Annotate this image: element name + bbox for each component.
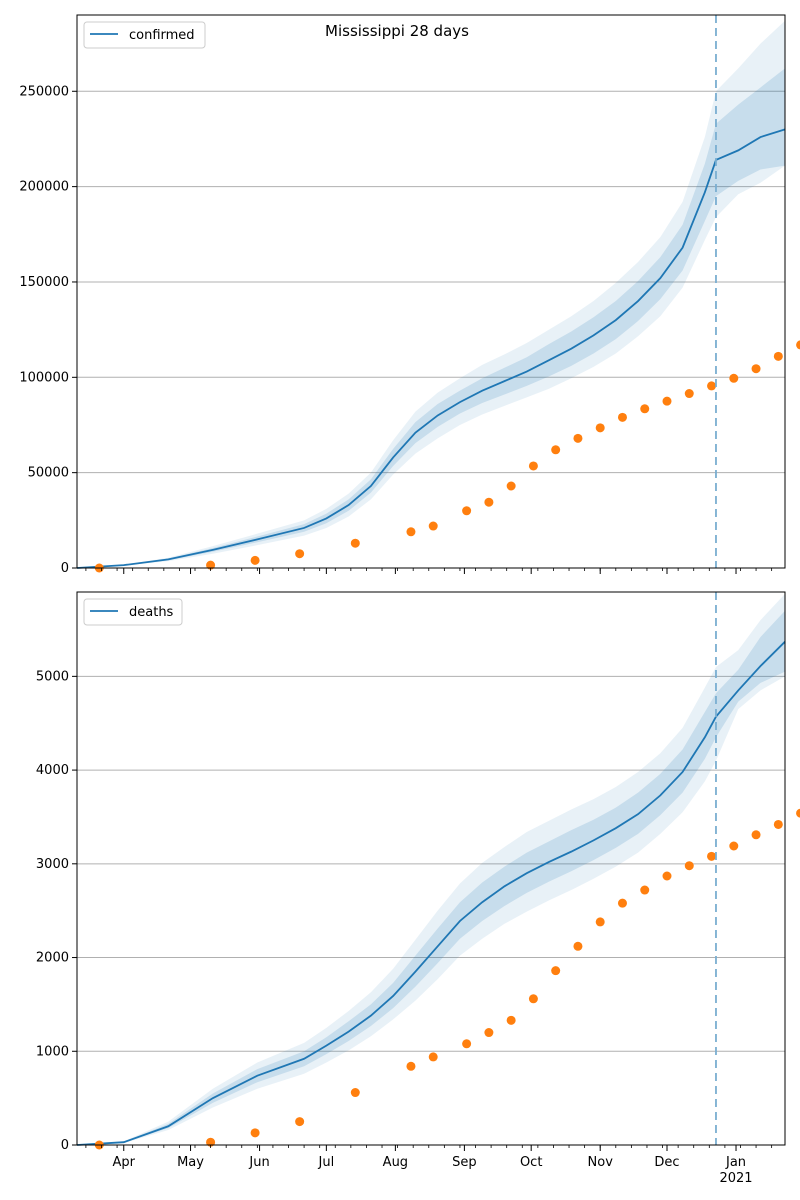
observed-point: [506, 1015, 516, 1025]
observed-point: [528, 461, 538, 471]
observed-point: [462, 506, 472, 516]
y-tick-label: 250000: [19, 84, 69, 99]
observed-point: [428, 1052, 438, 1062]
y-tick-label: 0: [61, 561, 69, 576]
legend: confirmed: [83, 21, 206, 49]
x-tick-label: Oct: [520, 1155, 542, 1170]
chart-title: Mississippi 28 days: [325, 22, 469, 40]
plot-frame: [76, 14, 786, 569]
observed-point: [796, 808, 800, 818]
observed-point: [350, 1088, 360, 1098]
legend-label: deaths: [129, 605, 174, 620]
observed-point: [662, 396, 672, 406]
observed-point: [206, 1137, 216, 1147]
observed-point: [406, 1061, 416, 1071]
uncertainty-band: [77, 20, 785, 568]
panel-deaths: 0 1000 2000 3000 4000 5000 deaths: [36, 591, 800, 1153]
observed-point: [796, 340, 800, 350]
observed-point: [551, 445, 561, 455]
uncertainty-band: [77, 610, 785, 1145]
observed-point: [684, 861, 694, 871]
observed-point: [484, 1028, 494, 1038]
observed-point: [428, 521, 438, 531]
uncertainty-band: [77, 68, 785, 569]
legend-box: [83, 21, 206, 49]
observed-point: [551, 966, 561, 976]
panel-confirmed: 0 50000 100000 150000 200000 250000 confirmed: [19, 14, 800, 576]
observed-point: [773, 819, 783, 829]
x-tick-label: Jan: [725, 1155, 746, 1170]
observed-point: [617, 898, 627, 908]
observed-point: [595, 423, 605, 433]
y-tick-label: 1000: [36, 1044, 69, 1059]
y-tick-label: 4000: [36, 763, 69, 778]
x-tick-label: Apr: [113, 1155, 136, 1170]
observed-point: [640, 885, 650, 895]
observed-point: [462, 1039, 472, 1049]
x-year-label: 2021: [719, 1171, 752, 1186]
observed-point: [573, 433, 583, 443]
observed-point: [206, 560, 216, 570]
x-tick-label: May: [177, 1155, 204, 1170]
plot-frame: [76, 591, 786, 1146]
x-tick-label: Jun: [248, 1155, 269, 1170]
observed-point: [595, 917, 605, 927]
y-tick-label: 100000: [19, 370, 69, 385]
observed-point: [684, 389, 694, 399]
observed-point: [406, 527, 416, 537]
observed-point: [528, 994, 538, 1004]
y-tick-label: 50000: [28, 466, 69, 481]
y-tick-label: 0: [61, 1138, 69, 1153]
legend: deaths: [83, 598, 183, 626]
observed-point: [729, 373, 739, 383]
observed-point: [751, 830, 761, 840]
x-tick-label: Jul: [318, 1155, 335, 1170]
observed-point: [295, 549, 305, 559]
x-tick-label: Sep: [452, 1155, 477, 1170]
x-tick-label: Nov: [588, 1155, 614, 1170]
y-tick-label: 2000: [36, 951, 69, 966]
observed-point: [773, 351, 783, 361]
observed-point: [640, 404, 650, 414]
observed-point: [250, 1128, 260, 1138]
y-tick-label: 5000: [36, 669, 69, 684]
fit-line: [76, 641, 786, 1146]
x-tick-label: Dec: [654, 1155, 679, 1170]
x-tick-label: Aug: [383, 1155, 408, 1170]
y-tick-label: 150000: [19, 275, 69, 290]
legend-box: [83, 598, 183, 626]
observed-point: [484, 497, 494, 507]
observed-point: [617, 412, 627, 422]
observed-point: [350, 538, 360, 548]
observed-point: [729, 841, 739, 851]
observed-point: [751, 364, 761, 374]
observed-point: [506, 481, 516, 491]
observed-point: [707, 381, 717, 391]
observed-point: [573, 941, 583, 951]
observed-point: [250, 555, 260, 565]
observed-point: [707, 851, 717, 861]
fit-line: [76, 128, 786, 569]
observed-point: [295, 1117, 305, 1127]
observed-point: [662, 871, 672, 881]
y-tick-label: 200000: [19, 180, 69, 195]
legend-label: confirmed: [129, 28, 195, 43]
y-tick-label: 3000: [36, 857, 69, 872]
